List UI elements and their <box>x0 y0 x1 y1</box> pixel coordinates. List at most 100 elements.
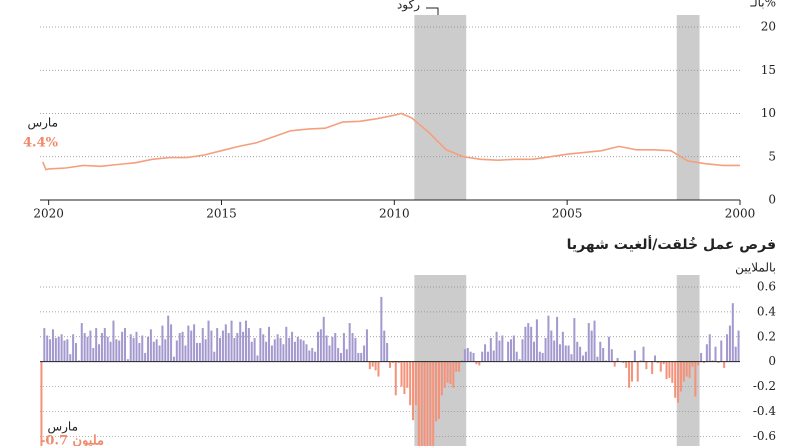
bar <box>550 330 553 362</box>
bar <box>46 335 49 362</box>
bar <box>455 361 458 372</box>
bar <box>219 338 222 362</box>
annotation-value: -0.7 مليون <box>40 434 104 446</box>
bar <box>265 341 268 362</box>
bar <box>86 336 89 362</box>
bar <box>726 334 729 362</box>
bar <box>521 339 524 362</box>
bar <box>420 361 423 446</box>
bar <box>481 351 484 362</box>
y-tick-label: 0.4 <box>757 304 776 318</box>
annotation-month: مارس <box>47 420 78 434</box>
bar <box>57 336 60 362</box>
bar <box>242 331 245 362</box>
bar <box>363 345 366 362</box>
bar <box>723 361 726 368</box>
bar <box>316 331 319 362</box>
bar <box>530 326 533 362</box>
bar <box>558 344 561 362</box>
bar <box>463 349 466 362</box>
bar <box>417 361 420 446</box>
bar <box>201 328 204 362</box>
bar <box>507 341 510 362</box>
bar <box>495 331 498 362</box>
bar <box>596 356 599 362</box>
bar <box>144 352 147 362</box>
bar <box>461 360 464 362</box>
bar <box>579 346 582 362</box>
bar <box>112 320 115 362</box>
bar <box>40 361 43 446</box>
bar <box>345 349 348 362</box>
bar <box>77 360 80 362</box>
bar <box>288 338 291 362</box>
bar <box>291 331 294 362</box>
bar <box>230 320 233 362</box>
bar <box>714 346 717 362</box>
bar <box>662 361 665 365</box>
bar <box>236 333 239 362</box>
bar <box>141 335 144 362</box>
bar <box>227 333 230 362</box>
bar <box>515 351 518 362</box>
bar <box>397 361 400 363</box>
bar <box>106 336 109 362</box>
bar <box>605 360 608 362</box>
bar <box>639 360 642 362</box>
bar <box>337 347 340 362</box>
bar <box>342 333 345 362</box>
bar <box>576 341 579 362</box>
bar <box>466 347 469 362</box>
bar <box>593 320 596 362</box>
bar <box>636 361 639 382</box>
bar <box>472 352 475 362</box>
bar <box>216 328 219 362</box>
bar <box>452 361 455 388</box>
bar <box>406 361 409 388</box>
bar <box>403 361 406 395</box>
bar <box>256 355 259 362</box>
bar <box>299 339 302 362</box>
bar <box>659 361 662 372</box>
bar <box>178 333 181 362</box>
bar <box>89 330 92 362</box>
bar <box>351 333 354 362</box>
bar <box>651 361 654 375</box>
bar <box>469 351 472 362</box>
bar <box>357 352 360 362</box>
bar <box>386 343 389 362</box>
bar <box>138 343 141 362</box>
bar <box>371 361 374 367</box>
bar <box>244 320 247 362</box>
bar <box>486 351 489 362</box>
bar <box>296 336 299 362</box>
bar <box>556 316 559 362</box>
bar <box>368 361 371 370</box>
bar <box>475 361 478 365</box>
bar <box>103 328 106 362</box>
bar <box>630 361 633 382</box>
bar <box>152 341 155 362</box>
bar <box>311 347 314 362</box>
bar <box>279 338 282 362</box>
recession-band <box>414 15 467 200</box>
bar <box>383 330 386 362</box>
bar <box>98 344 101 362</box>
bar <box>72 334 75 362</box>
bar <box>679 361 682 392</box>
bar <box>109 341 112 362</box>
y-tick-label: -0.6 <box>753 429 776 443</box>
bar <box>184 345 187 362</box>
bar <box>412 361 415 421</box>
bar <box>426 361 429 446</box>
bar <box>702 361 705 363</box>
bar <box>524 326 527 362</box>
bar <box>610 349 613 362</box>
bar <box>354 338 357 362</box>
bar <box>293 341 296 362</box>
bar <box>83 333 86 362</box>
bar <box>348 323 351 362</box>
bar <box>224 324 227 362</box>
bar <box>538 351 541 362</box>
bar <box>501 335 504 362</box>
